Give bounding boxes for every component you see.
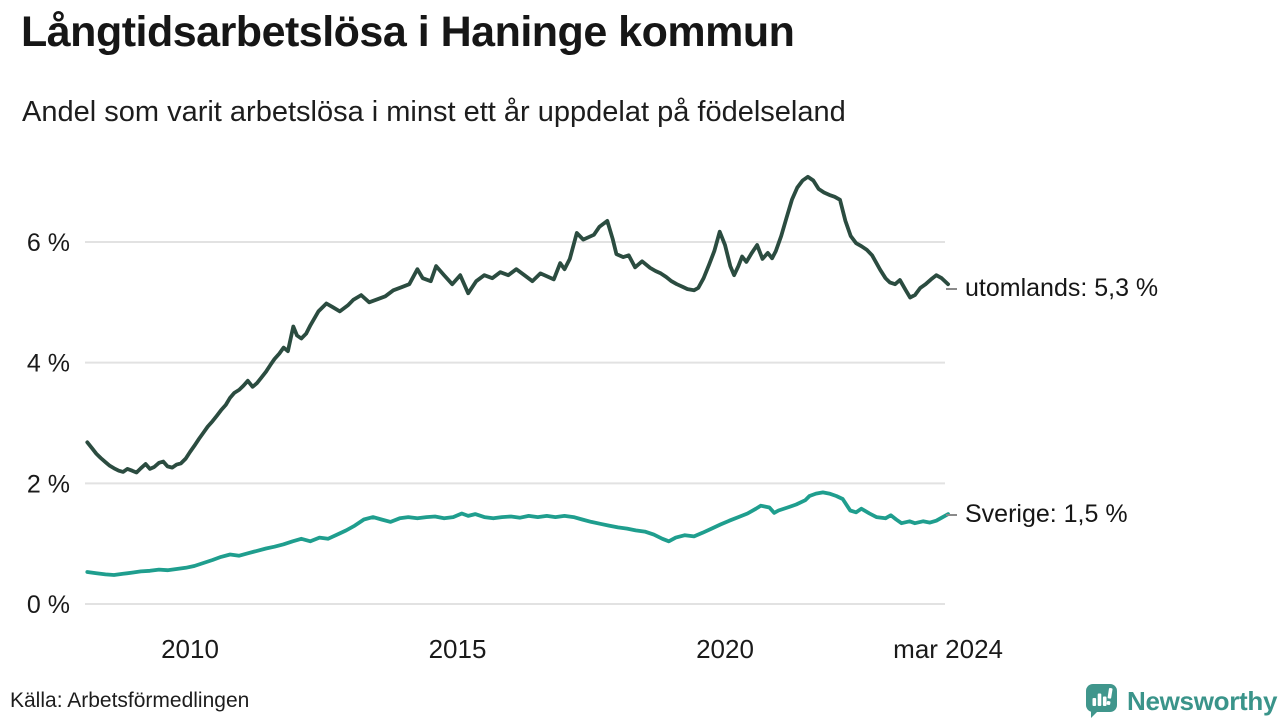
source-note: Källa: Arbetsförmedlingen xyxy=(10,689,250,712)
y-tick-label: 6 % xyxy=(27,229,70,257)
chart-subtitle: Andel som varit arbetslösa i minst ett å… xyxy=(22,96,846,128)
series-end-tick xyxy=(946,513,957,516)
x-tick-label: mar 2024 xyxy=(893,634,1003,664)
x-tick-label: 2015 xyxy=(429,634,487,664)
newsworthy-logo: Newsworthy xyxy=(1083,683,1277,719)
chart-title: Långtidsarbetslösa i Haninge kommun xyxy=(21,8,795,56)
x-tick-label: 2010 xyxy=(161,634,219,664)
y-tick-label: 4 % xyxy=(27,350,70,378)
newsworthy-logo-icon xyxy=(1086,684,1117,718)
series-end-label-utomlands: utomlands: 5,3 % xyxy=(946,274,1158,303)
series-end-tick xyxy=(946,287,957,290)
series-end-label-text: utomlands: 5,3 % xyxy=(965,274,1159,302)
newsworthy-wordmark: Newsworthy xyxy=(1127,685,1278,716)
series-line-utomlands xyxy=(85,174,950,475)
x-tick-label: 2020 xyxy=(696,634,754,664)
series-end-label-sverige: Sverige: 1,5 % xyxy=(946,500,1128,529)
series-end-label-text: Sverige: 1,5 % xyxy=(965,500,1128,528)
series-line-sverige xyxy=(85,490,950,577)
y-tick-label: 2 % xyxy=(27,470,70,498)
y-tick-label: 0 % xyxy=(27,591,70,619)
